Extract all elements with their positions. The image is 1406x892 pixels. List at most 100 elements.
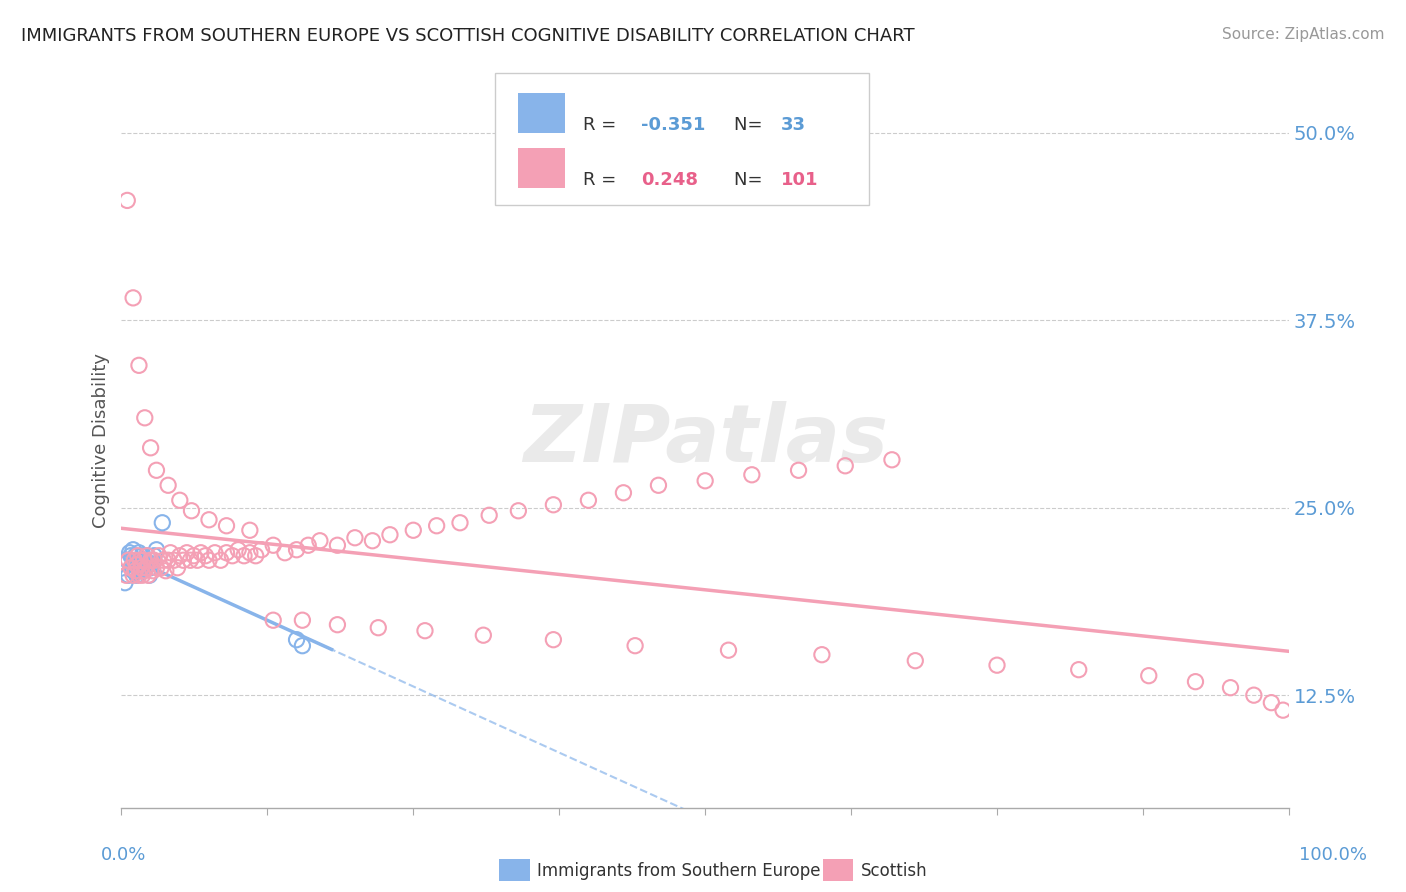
Point (169, 493, 191, 508)
Point (297, 538, 319, 552)
Point (145, 463, 167, 477)
Point (413, 624, 436, 638)
Text: 33: 33 (782, 116, 806, 134)
Point (1137, 668, 1160, 682)
Point (129, 560, 152, 574)
Point (128, 564, 150, 578)
Point (141, 553, 163, 567)
Point (139, 553, 162, 567)
Point (122, 564, 145, 578)
Point (122, 568, 145, 582)
FancyBboxPatch shape (519, 148, 565, 188)
Point (122, 542, 145, 557)
Text: -0.351: -0.351 (641, 116, 706, 134)
Point (134, 553, 156, 567)
Point (695, 474, 717, 488)
Point (180, 504, 202, 518)
Point (1260, 696, 1282, 710)
Point (136, 549, 159, 563)
Point (115, 568, 138, 582)
Point (194, 549, 217, 563)
Point (118, 546, 141, 560)
Point (326, 538, 349, 552)
Point (904, 654, 927, 668)
Point (834, 458, 856, 473)
Point (204, 546, 226, 560)
Point (120, 549, 142, 563)
Point (127, 558, 149, 572)
Point (426, 518, 449, 533)
Point (239, 523, 262, 537)
Point (117, 553, 139, 567)
Y-axis label: Cognitive Disability: Cognitive Disability (93, 353, 110, 528)
Point (139, 560, 162, 574)
Point (152, 553, 174, 567)
Point (233, 549, 256, 563)
Point (143, 549, 166, 563)
Point (262, 538, 284, 552)
Point (128, 568, 150, 582)
Point (125, 558, 148, 572)
Point (478, 508, 501, 523)
Point (121, 560, 143, 574)
Point (186, 553, 208, 567)
Point (787, 463, 810, 477)
Point (124, 558, 146, 572)
Point (143, 553, 166, 567)
Point (226, 542, 249, 557)
Point (117, 568, 139, 582)
Point (508, 504, 530, 518)
Point (449, 516, 471, 530)
Point (624, 639, 647, 653)
Point (131, 549, 153, 563)
Point (190, 546, 212, 560)
Text: ZIPatlas: ZIPatlas (523, 401, 887, 479)
Point (215, 518, 238, 533)
Point (157, 478, 180, 492)
Point (402, 523, 425, 537)
Point (274, 546, 297, 560)
Text: N=: N= (734, 171, 769, 189)
Point (285, 632, 308, 647)
Point (159, 546, 181, 560)
Point (150, 560, 173, 574)
Point (157, 553, 180, 567)
Text: N=: N= (734, 116, 769, 134)
Point (136, 558, 159, 572)
Point (612, 485, 634, 500)
Point (1219, 681, 1241, 695)
Point (114, 575, 136, 590)
Point (129, 553, 152, 567)
Text: IMMIGRANTS FROM SOUTHERN EUROPE VS SCOTTISH COGNITIVE DISABILITY CORRELATION CHA: IMMIGRANTS FROM SOUTHERN EUROPE VS SCOTT… (21, 27, 915, 45)
Point (129, 553, 152, 567)
Point (166, 560, 188, 574)
Point (142, 564, 165, 578)
Point (367, 621, 389, 635)
Text: 101: 101 (782, 171, 818, 189)
Text: 100.0%: 100.0% (1299, 846, 1367, 863)
Point (124, 564, 146, 578)
Point (1067, 663, 1090, 677)
Point (132, 553, 155, 567)
Point (128, 546, 150, 560)
Point (183, 549, 205, 563)
Point (155, 564, 177, 578)
Point (117, 194, 139, 208)
Point (245, 549, 267, 563)
Point (880, 452, 903, 467)
Point (134, 410, 156, 425)
FancyBboxPatch shape (519, 93, 565, 133)
Point (148, 549, 170, 563)
Point (172, 553, 194, 567)
Point (122, 291, 145, 305)
Point (576, 493, 599, 508)
Text: Source: ZipAtlas.com: Source: ZipAtlas.com (1222, 27, 1385, 42)
Point (124, 566, 146, 580)
Text: Immigrants from Southern Europe: Immigrants from Southern Europe (537, 862, 821, 880)
Point (209, 553, 232, 567)
Point (139, 441, 162, 455)
FancyBboxPatch shape (495, 73, 869, 205)
Point (1272, 703, 1295, 717)
Point (717, 643, 740, 657)
Point (138, 568, 160, 582)
